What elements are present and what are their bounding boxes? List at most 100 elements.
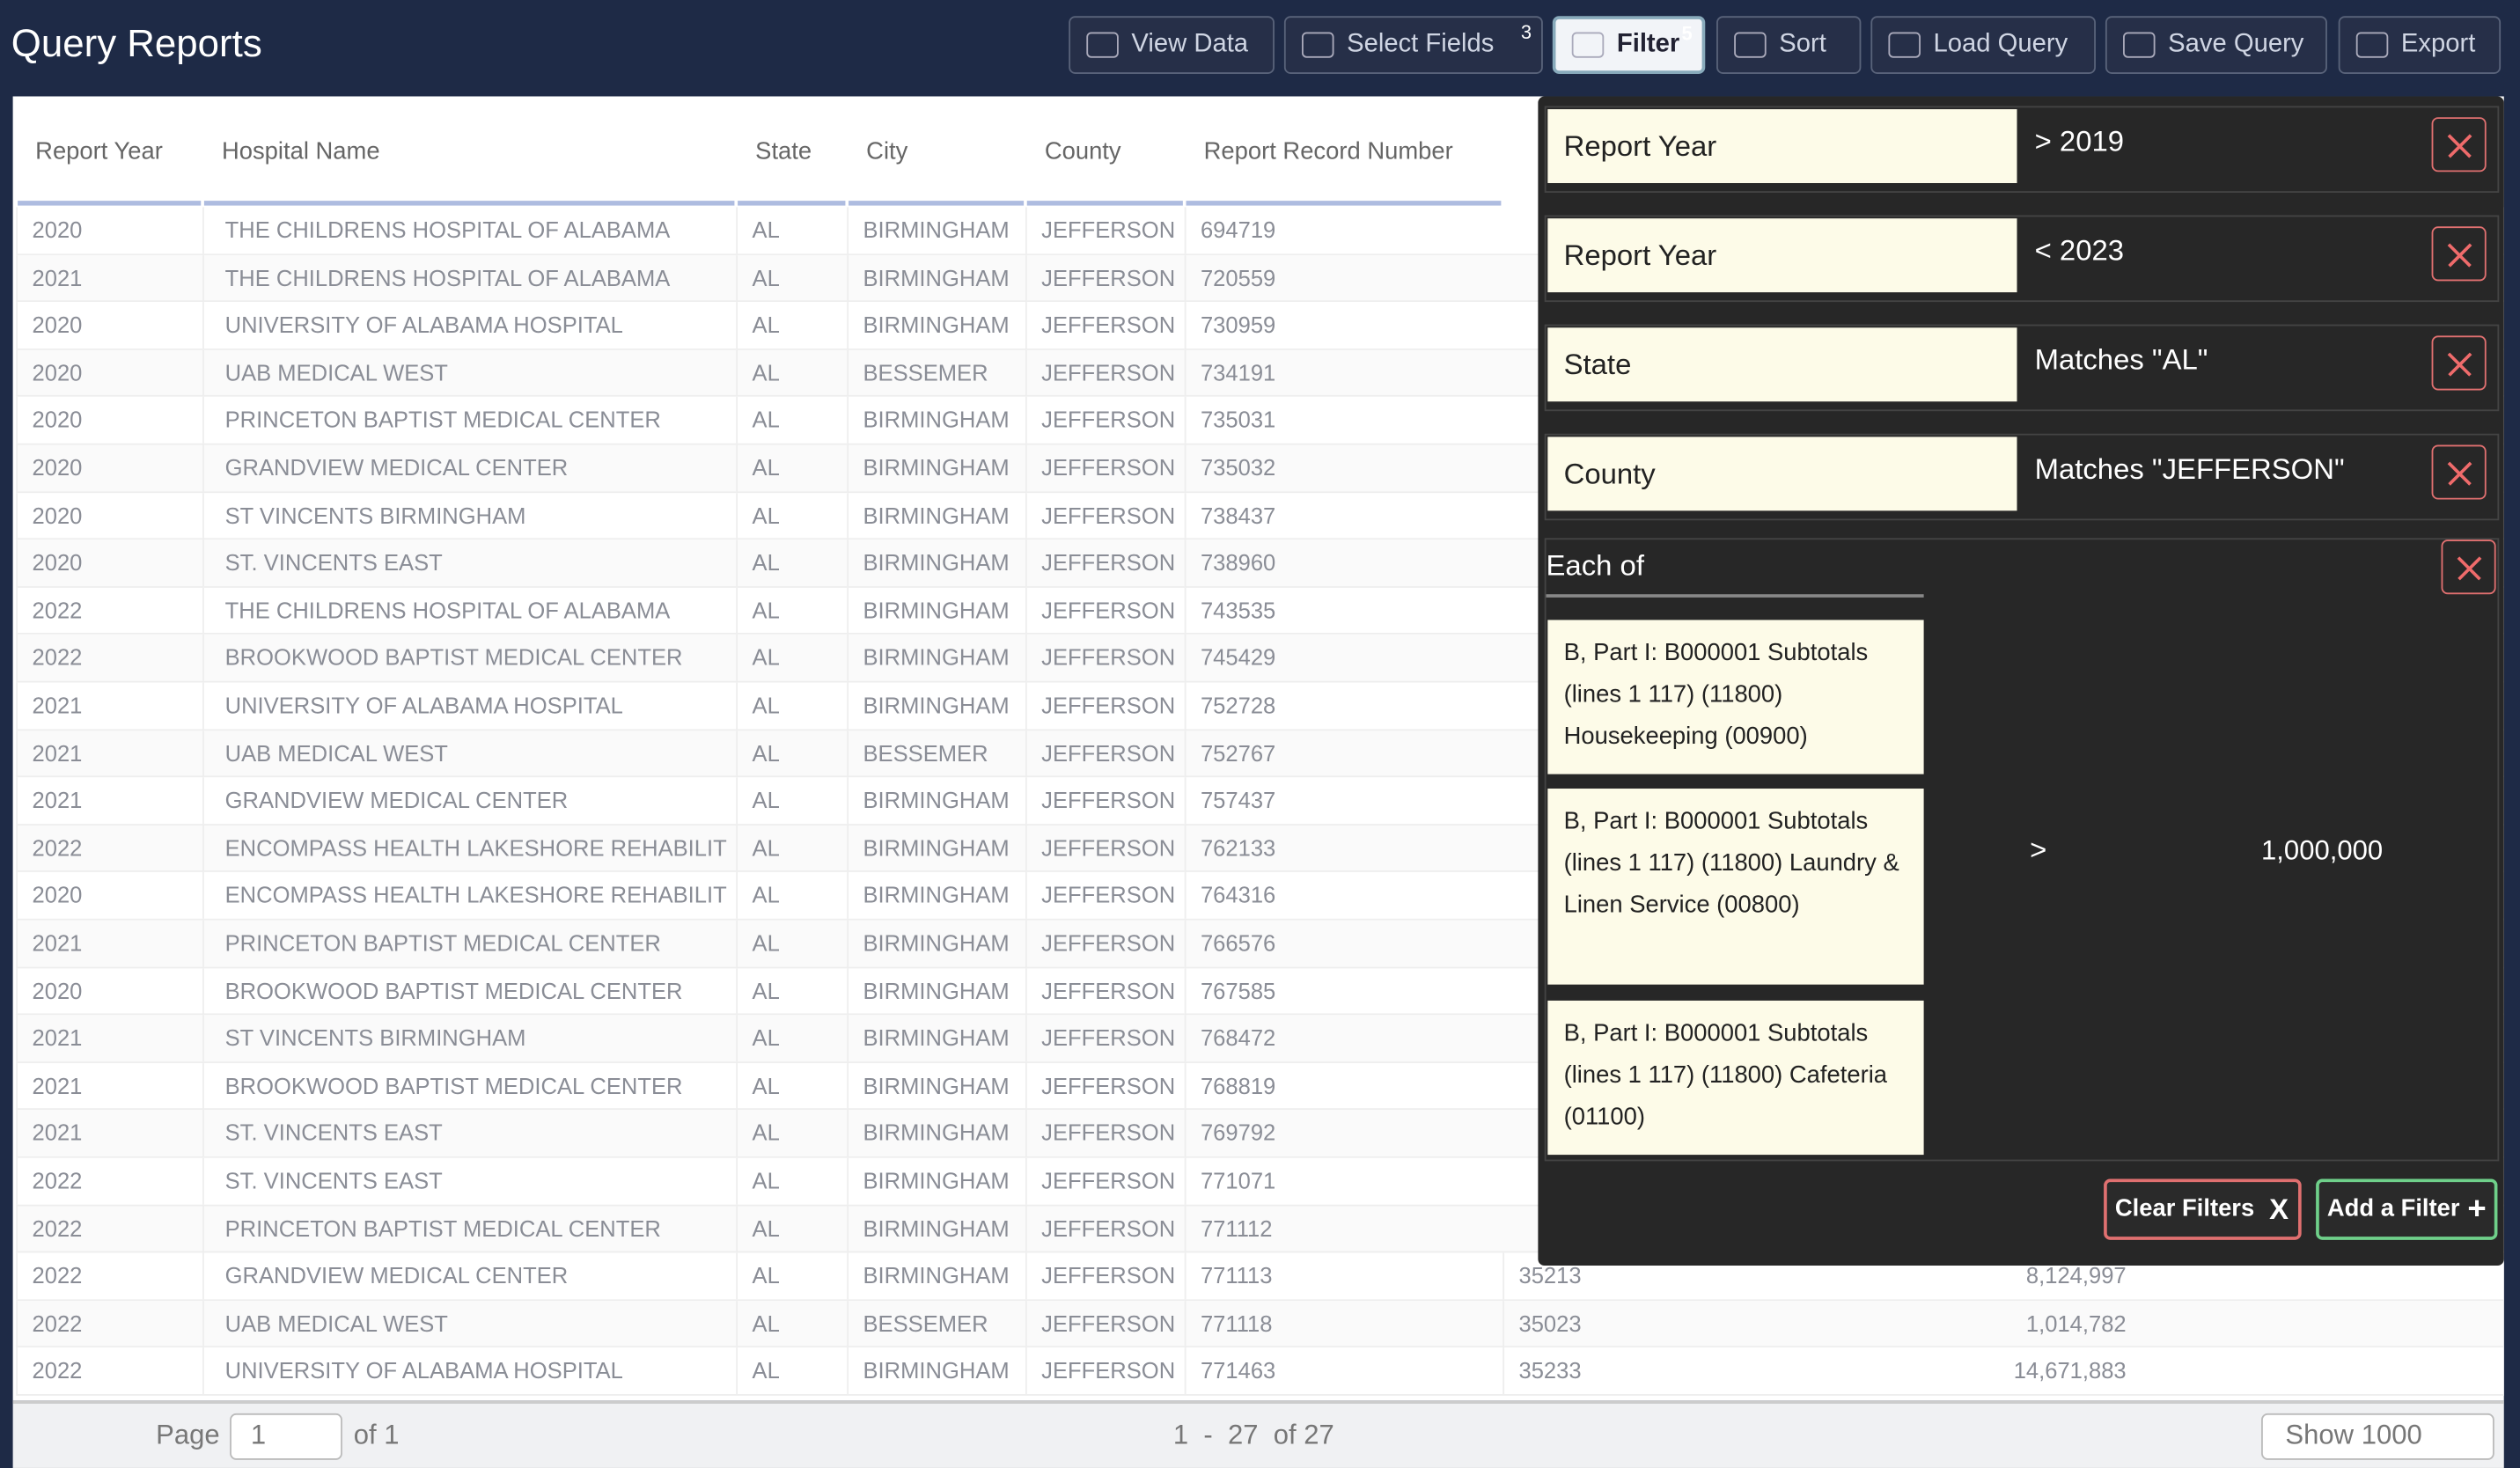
- cell: BIRMINGHAM: [847, 920, 1041, 967]
- label: Clear Filters: [2114, 1194, 2255, 1222]
- pager-arrow[interactable]: ​: [84, 1406, 119, 1454]
- cell: BESSEMER: [847, 349, 1041, 397]
- cell: BIRMINGHAM: [847, 682, 1041, 730]
- group-field: B, Part I: B000001 Subtotals (lines 1 11…: [1547, 789, 1924, 985]
- cell: JEFFERSON: [1025, 920, 1201, 967]
- cell: 2021: [16, 682, 218, 730]
- filter-condition: Matches "AL": [2034, 343, 2208, 377]
- cell: AL: [736, 920, 863, 967]
- column-header: City: [866, 137, 908, 165]
- button-label: View Data: [1131, 30, 1249, 58]
- toolbar-button[interactable]: Filter 5: [1552, 16, 1706, 74]
- cell: 1,014,782: [2025, 1310, 2127, 1336]
- cell: 14,671,883: [2013, 1357, 2127, 1384]
- cell: AL: [736, 587, 863, 635]
- group-label: Each of: [1546, 549, 1924, 598]
- toolbar-button[interactable]: Export: [2338, 16, 2502, 74]
- button-label: Select Fields: [1347, 30, 1495, 58]
- cell: JEFFERSON: [1025, 777, 1201, 825]
- cell: 2020: [16, 349, 218, 397]
- column-header: Report Year: [35, 137, 163, 165]
- cell: BIRMINGHAM: [847, 825, 1041, 872]
- button-label: Save Query: [2168, 30, 2304, 58]
- cell: PRINCETON BAPTIST MEDICAL CENTER: [202, 1205, 759, 1252]
- icon: [2123, 32, 2156, 58]
- cell: BIRMINGHAM: [847, 1015, 1041, 1062]
- button-label: Load Query: [1933, 30, 2068, 58]
- pager-arrow[interactable]: ​: [450, 1406, 485, 1454]
- remove-filter[interactable]: [2431, 226, 2487, 282]
- cell: 757437: [1184, 777, 1519, 825]
- cell: 771112: [1184, 1205, 1519, 1252]
- toolbar-button[interactable]: Select Fields 3: [1283, 16, 1543, 74]
- show-select[interactable]: Show 1000: [2261, 1413, 2494, 1460]
- cell: AL: [736, 967, 863, 1015]
- cell: BESSEMER: [847, 730, 1041, 777]
- cell: JEFFERSON: [1025, 872, 1201, 920]
- cell: JEFFERSON: [1025, 1252, 1201, 1300]
- cell: 2020: [16, 872, 218, 920]
- badge: 5: [1681, 22, 1693, 46]
- cell: 2020: [16, 302, 218, 349]
- cell: 2021: [16, 1015, 218, 1062]
- cell: 2022: [16, 1157, 218, 1205]
- title: Query Reports: [11, 22, 262, 66]
- cell: AL: [736, 730, 863, 777]
- cell: BIRMINGHAM: [847, 1347, 1041, 1395]
- toolbar-button[interactable]: View Data: [1069, 16, 1275, 74]
- cell: AL: [736, 397, 863, 444]
- cell: BROOKWOOD BAPTIST MEDICAL CENTER: [202, 635, 759, 682]
- pager-arrow[interactable]: ​: [490, 1406, 525, 1454]
- pager-arrow[interactable]: ​: [29, 1406, 64, 1454]
- cell: 2022: [16, 635, 218, 682]
- cell: BROOKWOOD BAPTIST MEDICAL CENTER: [202, 1062, 759, 1110]
- icon: [1571, 32, 1605, 58]
- cell: JEFFERSON: [1025, 825, 1201, 872]
- cell: THE CHILDRENS HOSPITAL OF ALABAMA: [202, 207, 759, 254]
- cell: 2021: [16, 254, 218, 302]
- icon: [1086, 32, 1119, 58]
- cell: 771463: [1184, 1347, 1519, 1395]
- group-box: [1544, 538, 2500, 1162]
- clear-filters[interactable]: Clear Filters X: [2104, 1178, 2302, 1240]
- cell: JEFFERSON: [1025, 682, 1201, 730]
- cell: UNIVERSITY OF ALABAMA HOSPITAL: [202, 302, 759, 349]
- cell: 752728: [1184, 682, 1519, 730]
- icon: X: [2269, 1193, 2289, 1226]
- button-label: Filter: [1616, 30, 1680, 58]
- cell: AL: [736, 1300, 863, 1347]
- cell: AL: [736, 1015, 863, 1062]
- cell: 771071: [1184, 1157, 1519, 1205]
- cell: JEFFERSON: [1025, 207, 1201, 254]
- remove-filter[interactable]: [2441, 539, 2496, 595]
- cell: JEFFERSON: [1025, 967, 1201, 1015]
- toolbar-button[interactable]: Save Query: [2105, 16, 2327, 74]
- page-select[interactable]: 1: [230, 1413, 342, 1460]
- cell: 738437: [1184, 492, 1519, 539]
- toolbar-button[interactable]: Sort: [1716, 16, 1862, 74]
- remove-filter[interactable]: [2431, 335, 2487, 391]
- cell: BIRMINGHAM: [847, 1110, 1041, 1157]
- cell: GRANDVIEW MEDICAL CENTER: [202, 777, 759, 825]
- header-underline: [18, 201, 202, 206]
- header-underline: [1026, 201, 1183, 206]
- group-field: B, Part I: B000001 Subtotals (lines 1 11…: [1547, 620, 1924, 774]
- cell: BIRMINGHAM: [847, 777, 1041, 825]
- remove-filter[interactable]: [2431, 444, 2487, 500]
- cell: 35213: [1502, 1252, 1671, 1300]
- column-header: Hospital Name: [221, 137, 380, 165]
- cell: 2021: [16, 730, 218, 777]
- cell: AL: [736, 1110, 863, 1157]
- cell: GRANDVIEW MEDICAL CENTER: [202, 1252, 759, 1300]
- cell: 2022: [16, 1347, 218, 1395]
- column-header: County: [1044, 137, 1121, 165]
- cell: 694719: [1184, 207, 1519, 254]
- cell: JEFFERSON: [1025, 1300, 1201, 1347]
- remove-filter[interactable]: [2431, 117, 2487, 172]
- add-filter[interactable]: Add a Filter +: [2316, 1178, 2498, 1240]
- toolbar-button[interactable]: Load Query: [1870, 16, 2096, 74]
- cell: 8,124,997: [2025, 1262, 2127, 1288]
- cell: AL: [736, 349, 863, 397]
- cell: ENCOMPASS HEALTH LAKESHORE REHABILIT: [202, 872, 759, 920]
- cell: 767585: [1184, 967, 1519, 1015]
